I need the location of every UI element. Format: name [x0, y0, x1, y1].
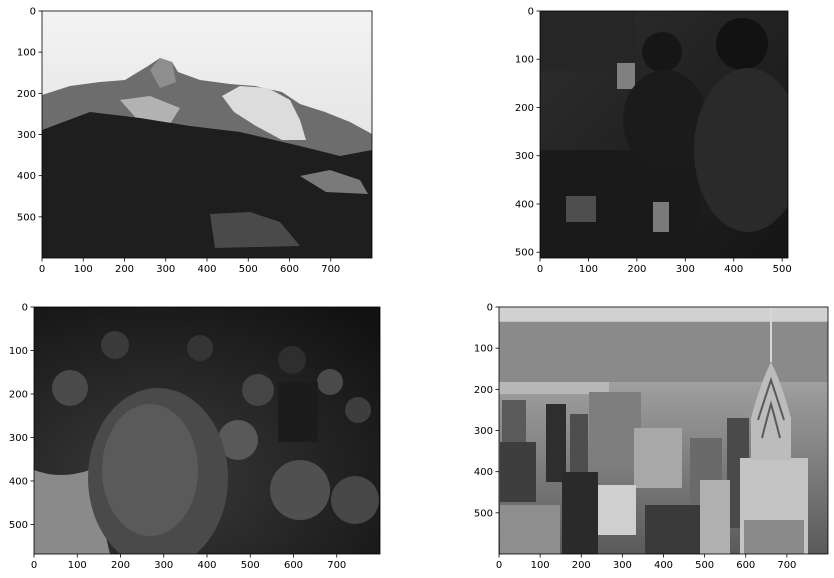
y-tick-label: 300 [17, 130, 36, 141]
y-tick-label: 200 [474, 385, 493, 396]
x-tick-label: 300 [613, 560, 632, 571]
x-tick-label: 300 [676, 264, 695, 275]
x-tick-label: 700 [327, 560, 346, 571]
y-tick-label: 100 [515, 55, 534, 66]
y-tick-label: 400 [9, 476, 28, 487]
x-tick-label: 200 [572, 560, 591, 571]
x-tick-label: 500 [241, 560, 260, 571]
y-tick-label: 500 [9, 520, 28, 531]
x-tick-label: 100 [68, 560, 87, 571]
y-tick-label: 100 [9, 346, 28, 357]
x-tick-label: 100 [74, 264, 93, 275]
y-tick-label: 0 [487, 303, 493, 314]
x-tick-label: 0 [39, 264, 45, 275]
y-tick-label: 300 [515, 151, 534, 162]
y-tick-label: 0 [30, 7, 36, 18]
y-tick-label: 400 [515, 199, 534, 210]
x-tick-label: 500 [239, 264, 258, 275]
y-tick-label: 100 [17, 48, 36, 59]
y-tick-label: 500 [515, 248, 534, 259]
y-tick-label: 300 [474, 426, 493, 437]
y-tick-label: 200 [17, 89, 36, 100]
x-tick-label: 200 [627, 264, 646, 275]
image-panel-mountain [42, 11, 372, 258]
x-tick-label: 200 [115, 264, 134, 275]
x-tick-label: 600 [280, 264, 299, 275]
x-tick-label: 500 [695, 560, 714, 571]
x-tick-label: 700 [321, 264, 340, 275]
x-tick-label: 100 [579, 264, 598, 275]
x-tick-label: 400 [724, 264, 743, 275]
y-tick-label: 100 [474, 344, 493, 355]
image-panel-crowd [34, 307, 380, 554]
axes-city: 0 100 200 300 400 500 600 700 0 100 200 300 400 500 [474, 303, 829, 571]
x-tick-label: 400 [654, 560, 673, 571]
y-tick-label: 300 [9, 433, 28, 444]
image-panel-indoor [540, 11, 788, 258]
image-panel-city [499, 307, 828, 554]
x-tick-label: 400 [197, 560, 216, 571]
x-tick-label: 200 [111, 560, 130, 571]
y-tick-label: 200 [9, 389, 28, 400]
x-tick-label: 0 [496, 560, 502, 571]
y-tick-label: 0 [528, 7, 534, 18]
axes-crowd: 0 100 200 300 400 500 600 700 0 100 200 300 400 500 [9, 303, 381, 571]
x-tick-label: 0 [537, 264, 543, 275]
x-tick-label: 300 [154, 560, 173, 571]
axes-frame [539, 10, 789, 259]
y-tick-label: 400 [17, 171, 36, 182]
x-tick-label: 700 [777, 560, 796, 571]
x-tick-label: 0 [31, 560, 37, 571]
x-tick-label: 500 [773, 264, 792, 275]
x-tick-label: 600 [284, 560, 303, 571]
x-tick-label: 600 [736, 560, 755, 571]
x-tick-label: 100 [531, 560, 550, 571]
y-tick-label: 500 [17, 212, 36, 223]
y-tick-label: 0 [22, 303, 28, 314]
x-tick-label: 400 [197, 264, 216, 275]
x-tick-label: 300 [156, 264, 175, 275]
y-tick-label: 400 [474, 467, 493, 478]
y-tick-label: 200 [515, 103, 534, 114]
axes-mountain: 0 100 200 300 400 500 600 700 0 100 200 300 400 500 [17, 7, 373, 275]
y-tick-label: 500 [474, 508, 493, 519]
